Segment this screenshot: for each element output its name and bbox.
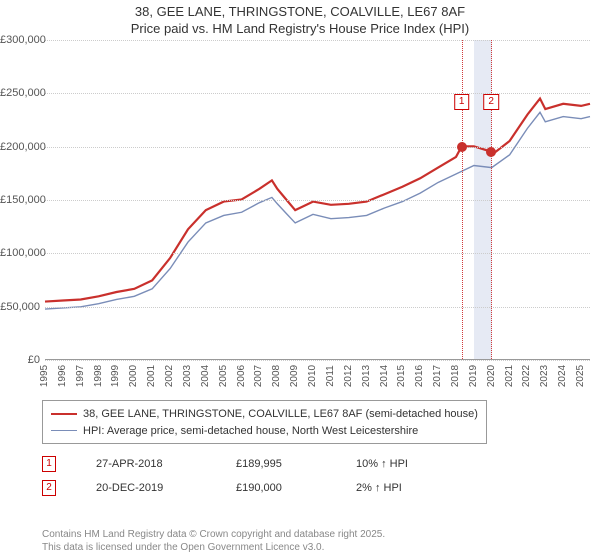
x-axis-label: 2003 [182,365,193,387]
sale-marker-tag: 2 [483,94,499,110]
legend-label: HPI: Average price, semi-detached house,… [83,423,418,440]
plot-area: £0£50,000£100,000£150,000£200,000£250,00… [45,40,590,360]
chart: £0 £50,000 £100,000 £150,000 £200,000 £250,00… [0,40,600,375]
gridline [45,93,590,94]
x-axis-label: 2017 [432,365,443,387]
legend: 38, GEE LANE, THRINGSTONE, COALVILLE, LE… [42,400,487,444]
x-axis-label: 2018 [450,365,461,387]
footer-line2: This data is licensed under the Open Gov… [42,541,385,554]
sale-date: 20-DEC-2019 [96,482,236,494]
sale-row: 2 20-DEC-2019£190,0002% ↑ HPI [42,476,408,500]
title-line1: 38, GEE LANE, THRINGSTONE, COALVILLE, LE… [0,4,600,21]
x-axis-label: 2004 [200,365,211,387]
sale-marker-dot [486,147,496,157]
x-axis-label: 2025 [575,365,586,387]
x-axis-label: 2002 [164,365,175,387]
chart-title: 38, GEE LANE, THRINGSTONE, COALVILLE, LE… [0,0,600,38]
title-line2: Price paid vs. HM Land Registry's House … [0,21,600,38]
sale-vline [462,40,463,359]
x-axis-label: 2012 [343,365,354,387]
y-axis-label: £300,000 [0,34,40,46]
sale-marker-dot [457,142,467,152]
x-axis-label: 2001 [146,365,157,387]
x-axis-label: 2015 [396,365,407,387]
sale-row: 1 27-APR-2018£189,99510% ↑ HPI [42,452,408,476]
x-axis-label: 2007 [253,365,264,387]
x-axis-label: 2008 [271,365,282,387]
y-axis-label: £250,000 [0,87,40,99]
legend-row: 38, GEE LANE, THRINGSTONE, COALVILLE, LE… [51,406,478,423]
sale-price: £190,000 [236,482,356,494]
x-axis-label: 1997 [75,365,86,387]
sale-marker-tag: 1 [454,94,470,110]
x-axis-label: 1998 [93,365,104,387]
sale-pct: 10% ↑ HPI [356,458,408,470]
y-axis-label: £50,000 [0,301,40,313]
x-axis-label: 2005 [218,365,229,387]
footer-line1: Contains HM Land Registry data © Crown c… [42,528,385,541]
legend-swatch [51,430,77,431]
y-axis-label: £100,000 [0,247,40,259]
gridline [45,360,590,361]
x-axis-label: 1996 [57,365,68,387]
x-axis-label: 2021 [504,365,515,387]
sale-tag: 1 [42,456,56,472]
gridline [45,40,590,41]
legend-swatch [51,413,77,415]
sale-pct: 2% ↑ HPI [356,482,402,494]
sale-date: 27-APR-2018 [96,458,236,470]
x-axis-label: 2022 [521,365,532,387]
sales-table: 1 27-APR-2018£189,99510% ↑ HPI 2 20-DEC-201… [42,452,408,500]
y-axis-label: £150,000 [0,194,40,206]
x-axis-label: 2024 [557,365,568,387]
sale-price: £189,995 [236,458,356,470]
x-axis-label: 2000 [128,365,139,387]
x-axis-label: 2006 [236,365,247,387]
x-axis-label: 2023 [539,365,550,387]
x-axis-label: 2019 [468,365,479,387]
y-axis-label: £200,000 [0,141,40,153]
x-axis-label: 1999 [110,365,121,387]
gridline [45,307,590,308]
sale-tag: 2 [42,480,56,496]
x-axis-label: 2013 [361,365,372,387]
gridline [45,200,590,201]
x-axis-label: 1995 [39,365,50,387]
x-axis-label: 2010 [307,365,318,387]
x-axis-label: 2014 [379,365,390,387]
x-axis-label: 2009 [289,365,300,387]
x-axis-label: 2020 [486,365,497,387]
y-axis-label: £0 [0,354,40,366]
legend-label: 38, GEE LANE, THRINGSTONE, COALVILLE, LE… [83,406,478,423]
license-footer: Contains HM Land Registry data © Crown c… [42,528,385,554]
x-axis-label: 2016 [414,365,425,387]
x-axis-label: 2011 [325,365,336,387]
legend-row: HPI: Average price, semi-detached house,… [51,423,478,440]
gridline [45,147,590,148]
sale-vline [491,40,492,359]
gridline [45,253,590,254]
